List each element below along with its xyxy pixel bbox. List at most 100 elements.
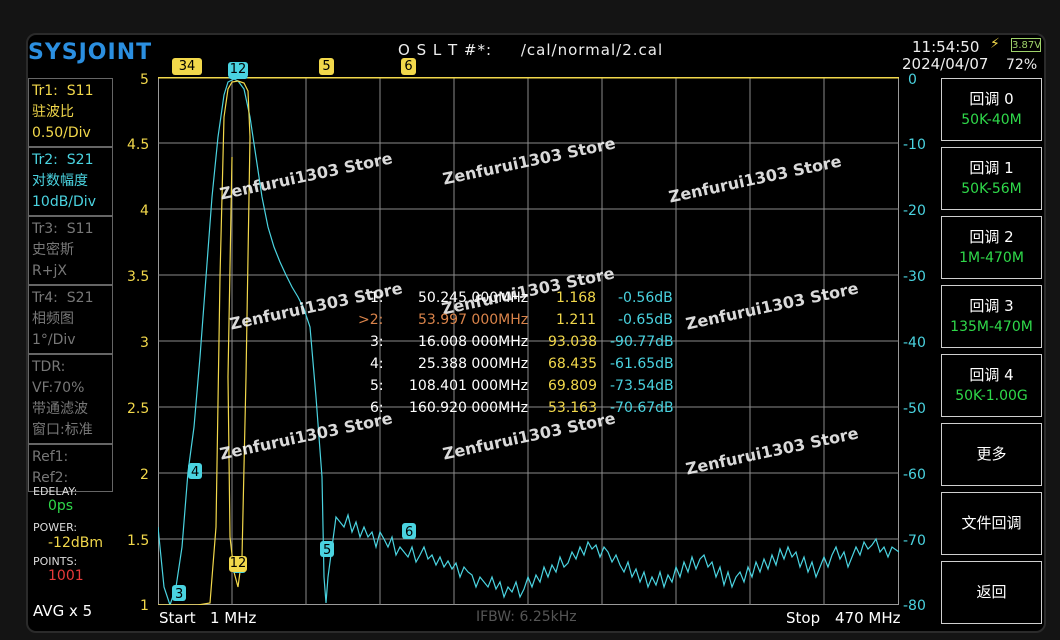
trace-param: S21 [66,152,94,168]
recall-1-button[interactable]: 回调 1 50K-56M [941,147,1042,210]
menu-label: 回调 0 [969,90,1014,108]
menu-label: 返回 [976,583,1007,601]
stop-value[interactable]: 470 MHz [835,609,901,627]
svg-text:5: 5 [323,543,331,558]
menu-label: 回调 3 [969,297,1014,315]
date: 2024/04/07 [902,55,989,73]
marker-db: -70.67dB [610,400,674,416]
right-axis-tick: -40 [903,335,926,351]
right-axis-tick: 0 [908,72,917,88]
trace-1-swr-line [158,80,251,605]
left-axis-tick: 1 [140,598,149,614]
averaging-label: AVG x 5 [33,602,93,620]
tdr-box[interactable]: TDR: VF:70% 带通滤波 窗口:标准 [28,354,113,444]
marker-5-top-flag[interactable]: 5 [319,58,334,75]
trace-2-box[interactable]: Tr2: S21 对数幅度 10dB/Div [28,147,113,216]
trace-4-box[interactable]: Tr4: S21 相频图 1°/Div [28,285,113,354]
battery-icon: 3.87V [1011,38,1042,52]
marker-swr: 68.435 [548,356,597,372]
start-label: Start [159,609,196,627]
marker-db: -90.77dB [610,334,674,350]
trace-id: Tr3: [32,221,58,237]
svg-text:4: 4 [191,465,199,480]
tdr-vf: VF:70% [32,380,85,396]
trace-scale: 0.50/Div [32,125,91,141]
marker-6-top-flag[interactable]: 6 [401,58,416,75]
menu-label: 更多 [976,445,1007,463]
edelay-label: EDELAY: [33,485,78,498]
left-axis-tick: 3 [140,335,149,351]
trace-param: S21 [66,290,94,306]
trace-1-box[interactable]: Tr1: S11 驻波比 0.50/Div [28,78,113,147]
tdr-title: TDR: [32,359,66,375]
trace-id: Tr2: [32,152,58,168]
marker-id: 6: [370,400,384,416]
marker-1-2-swr-flag[interactable]: 12 [229,556,247,572]
marker-3-4-top-flag[interactable]: 34 [172,58,202,75]
marker-freq: 108.401 000MHz [409,378,529,394]
menu-sub: 50K-40M [961,112,1022,128]
menu-label: 回调 4 [969,366,1014,384]
brand-logo: SYSJOINT [28,40,153,65]
trace-format: 史密斯 [32,242,74,258]
right-axis-tick: -30 [903,269,926,285]
trace-param: S11 [66,83,94,99]
trace-scale: 1°/Div [32,332,76,348]
back-button[interactable]: 返回 [941,561,1042,624]
trace-2-s21-line [158,78,899,605]
marker-swr: 1.168 [556,290,597,306]
marker-id: 1: [370,290,384,306]
marker-id: 3: [370,334,384,350]
marker-db: -73.54dB [610,378,674,394]
marker-db: -61.65dB [610,356,674,372]
menu-sub: 135M-470M [950,319,1033,335]
marker-6-flag: 6 [402,523,416,540]
ref1-label: Ref1: [32,449,69,465]
ref2-label: Ref2: [32,470,69,486]
ifbw-label: IFBW: 6.25kHz [476,609,577,625]
clock: 11:54:50 [912,38,980,56]
marker-id: 5: [370,378,384,394]
trace-3-box[interactable]: Tr3: S11 史密斯 R+jX [28,216,113,285]
points-value: 1001 [48,568,84,584]
left-axis-tick: 5 [140,72,149,88]
menu-label: 文件回调 [961,514,1022,532]
cal-file-label: O S L T #*: /cal/normal/2.cal [398,41,664,59]
trace-format: 对数幅度 [32,173,88,189]
more-button[interactable]: 更多 [941,423,1042,486]
recall-0-button[interactable]: 回调 0 50K-40M [941,78,1042,141]
marker-freq: 53.997 000MHz [418,312,529,328]
file-recall-button[interactable]: 文件回调 [941,492,1042,555]
menu-sub: 50K-1.00G [955,388,1028,404]
recall-4-button[interactable]: 回调 4 50K-1.00G [941,354,1042,417]
trace-scale: 10dB/Div [32,194,96,210]
ref-box[interactable]: Ref1: Ref2: [28,444,113,492]
start-value[interactable]: 1 MHz [210,609,257,627]
menu-sub: 1M-470M [959,250,1024,266]
trace-param: S11 [66,221,94,237]
left-axis-tick: 4.5 [127,137,150,153]
edelay-value: 0ps [48,498,74,514]
marker-1-2-s21-flag[interactable]: 12 [228,62,248,78]
trace-format: 相频图 [32,311,74,327]
tdr-window: 窗口:标准 [32,422,93,438]
trace-id: Tr4: [32,290,58,306]
recall-2-button[interactable]: 回调 2 1M-470M [941,216,1042,279]
tdr-filter: 带通滤波 [32,401,88,417]
marker-db: -0.65dB [618,312,673,328]
marker-swr: 69.809 [548,378,597,394]
points-label: POINTS: [33,555,78,568]
marker-freq: 160.920 000MHz [409,400,529,416]
screen [26,33,1046,633]
softkey-menu: 回调 0 50K-40M 回调 1 50K-56M 回调 2 1M-470M 回调 3… [941,78,1042,630]
trace-panel: Tr1: S11 驻波比 0.50/Div Tr2: S21 对数幅度 10dB… [28,78,113,492]
marker-4-flag: 4 [188,463,202,480]
marker-swr: 93.038 [548,334,597,350]
stop-label: Stop [786,609,821,627]
svg-text:3: 3 [175,587,183,602]
measurement-plot[interactable]: 3 4 2 5 6 12 [158,77,899,605]
recall-3-button[interactable]: 回调 3 135M-470M [941,285,1042,348]
marker-freq: 50.245 000MHz [418,290,529,306]
menu-label: 回调 2 [969,228,1014,246]
power-value: -12dBm [48,535,103,551]
